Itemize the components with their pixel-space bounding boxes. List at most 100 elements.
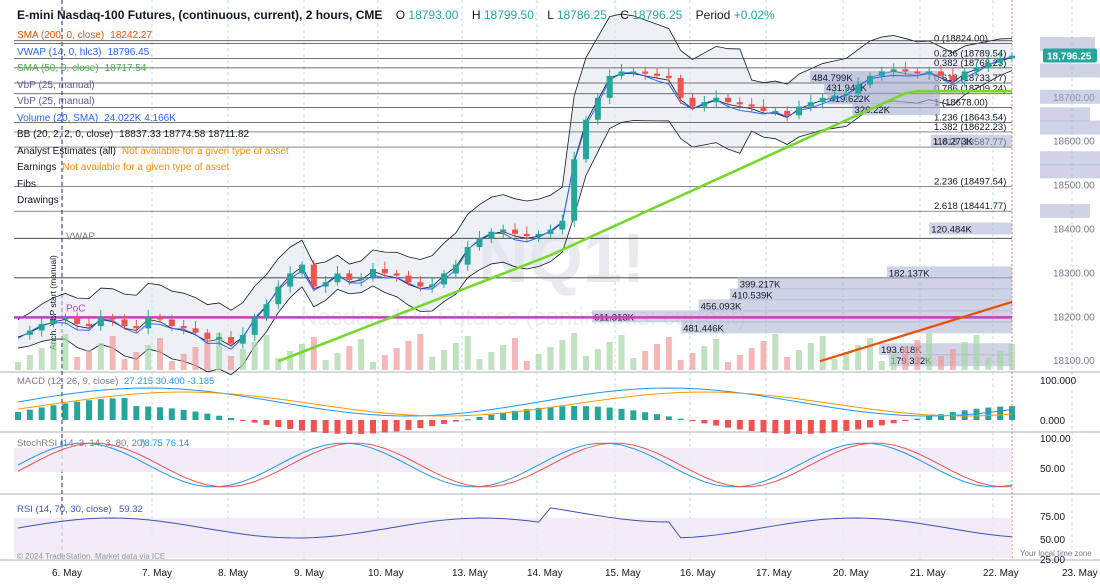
macd-histogram-bar	[133, 406, 140, 420]
candle-body	[961, 71, 968, 81]
candle-body	[689, 97, 696, 107]
macd-histogram-bar	[926, 416, 933, 420]
macd-histogram-bar	[405, 420, 412, 430]
macd-histogram-bar	[192, 411, 199, 420]
price-axis-tick-label: 18500.00	[1053, 181, 1095, 192]
candle-body	[74, 317, 81, 324]
x-axis-tick-label: 10. May	[368, 568, 404, 579]
volume-bar	[760, 341, 767, 370]
price-axis-tick-label: 18600.00	[1053, 137, 1095, 148]
macd-histogram-bar	[476, 416, 483, 420]
fib-level-label: 0 (18824.00)	[934, 33, 988, 44]
macd-legend-name: MACD (12, 26, 9, close)	[17, 376, 118, 387]
candle-body	[583, 119, 589, 160]
macd-histogram-bar	[15, 412, 21, 420]
candle-body	[62, 317, 69, 320]
vbp-label: 182.137K	[889, 268, 930, 279]
volume-bar	[500, 345, 507, 370]
volume-bar	[961, 342, 968, 370]
macd-histogram-bar	[713, 420, 720, 426]
candle-body	[807, 102, 814, 107]
candle-body	[441, 273, 447, 285]
vbp-bar	[737, 277, 1012, 290]
volume-bar	[346, 346, 353, 370]
macd-histogram-bar	[452, 420, 459, 422]
macd-histogram-bar	[441, 420, 447, 424]
volume-bar	[784, 357, 791, 370]
volume-bar	[890, 354, 897, 370]
candle-body	[642, 71, 649, 74]
price-axis-tick-label: 18100.00	[1053, 356, 1095, 367]
macd-legend-values: 27.215 30.400 -3.185	[124, 376, 214, 387]
candle-body	[192, 328, 199, 333]
candle-body	[902, 69, 909, 72]
volume-bar	[109, 336, 116, 370]
rsi-legend-values: 59.32	[119, 504, 143, 515]
candle-body	[251, 317, 258, 335]
candle-body	[938, 71, 944, 76]
macd-histogram-bar	[523, 409, 530, 420]
candle-body	[109, 317, 116, 320]
macd-histogram-bar	[346, 420, 353, 434]
macd-histogram-bar	[535, 407, 542, 420]
volume-bar	[287, 351, 294, 370]
stoch-axis-tick: 100.00	[1040, 434, 1071, 445]
candle-body	[157, 317, 163, 320]
volume-bar	[62, 334, 69, 370]
macd-histogram-bar	[594, 406, 601, 420]
vbp-bar-extended	[1040, 203, 1090, 218]
macd-histogram-bar	[831, 420, 838, 433]
macd-histogram-bar	[606, 407, 613, 420]
candle-body	[299, 264, 305, 274]
fib-level-label: 2.236 (18497.54)	[934, 177, 1006, 188]
macd-histogram-bar	[630, 410, 637, 420]
candle-body	[973, 67, 980, 72]
rsi-legend-name: RSI (14, 70, 30, close)	[17, 504, 112, 515]
volume-bar	[654, 344, 660, 370]
macd-histogram-bar	[310, 420, 317, 432]
stoch-legend-name: StochRSI (14, 3, 14, 3, 80, 20)	[17, 438, 145, 449]
macd-histogram-bar	[157, 407, 163, 420]
macd-histogram-bar	[358, 420, 365, 434]
stoch-band	[14, 448, 1012, 472]
macd-histogram-bar	[843, 420, 850, 431]
candle-body	[618, 71, 625, 76]
vbp-recent-label: 419.622K	[829, 94, 870, 105]
candle-body	[559, 220, 566, 230]
volume-bar	[606, 342, 613, 370]
candle-body	[926, 71, 933, 74]
volume-bar	[145, 345, 152, 370]
volume-bar	[405, 341, 412, 370]
volume-bar	[512, 338, 518, 370]
macd-histogram-bar	[228, 418, 234, 420]
volume-bar	[476, 359, 483, 370]
macd-histogram-bar	[689, 420, 696, 422]
sma50-line	[277, 89, 1012, 363]
macd-histogram-bar	[701, 420, 708, 424]
volume-bar	[251, 342, 258, 370]
volume-bar	[677, 360, 684, 370]
volume-bar	[973, 335, 980, 370]
candle-body	[429, 284, 436, 287]
macd-histogram-bar	[760, 420, 767, 433]
macd-histogram-bar	[393, 420, 400, 432]
volume-bar	[642, 351, 649, 370]
macd-histogram-bar	[583, 406, 589, 420]
macd-histogram-bar	[86, 400, 92, 420]
macd-histogram-bar	[168, 408, 175, 420]
x-axis-tick-label: 13. May	[452, 568, 488, 579]
macd-histogram-bar	[665, 416, 672, 420]
macd-line	[17, 387, 1013, 417]
macd-histogram-bar	[878, 420, 885, 426]
candle-body	[878, 71, 885, 76]
candle-body	[275, 286, 282, 305]
macd-histogram-bar	[299, 420, 305, 431]
stoch-k-line	[17, 442, 1013, 488]
vbp-bar-extended	[1040, 120, 1100, 135]
x-axis-tick-label: 9. May	[294, 568, 324, 579]
macd-axis-tick: 100.000	[1040, 376, 1077, 387]
vwap-label: VWAP	[66, 232, 95, 243]
macd-histogram-bar	[50, 405, 57, 420]
volume-bar	[216, 333, 223, 370]
